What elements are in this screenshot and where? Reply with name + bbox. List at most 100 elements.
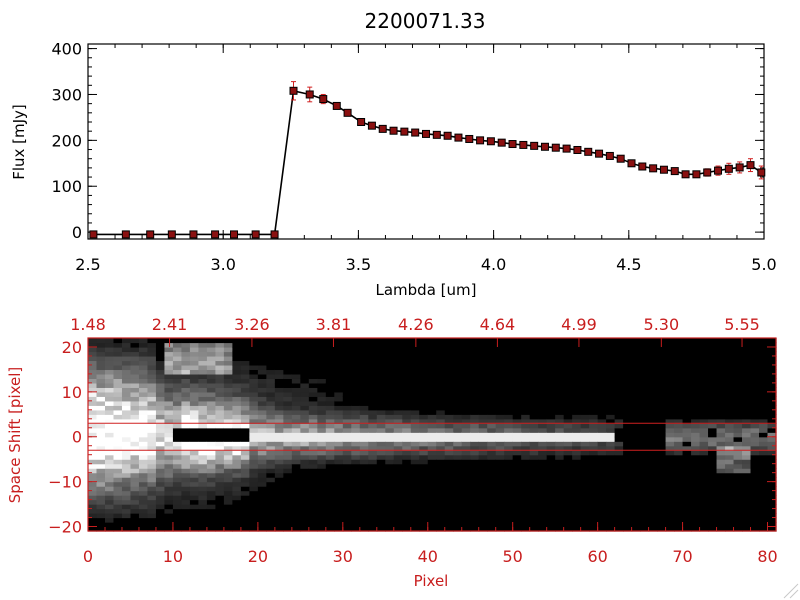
heatmap-cell: [682, 504, 692, 510]
heatmap-cell: [181, 472, 191, 478]
heatmap-cell: [155, 463, 166, 469]
heatmap-cell: [648, 477, 658, 483]
heatmap-cell: [759, 427, 769, 433]
heatmap-cell: [104, 387, 115, 393]
heatmap-cell: [266, 508, 276, 514]
heatmap-cell: [759, 486, 769, 492]
heatmap-cell: [699, 517, 709, 523]
heatmap-cell: [206, 387, 217, 393]
heatmap-cell: [113, 427, 123, 433]
heatmap-cell: [300, 490, 310, 496]
heatmap-cell: [487, 414, 497, 420]
heatmap-cell: [172, 504, 183, 510]
heatmap-cell: [291, 517, 301, 523]
heatmap-cell: [172, 409, 183, 415]
heatmap-cell: [631, 396, 641, 402]
heatmap-cell: [589, 432, 599, 438]
heatmap-cell: [657, 495, 667, 501]
heatmap-cell: [538, 450, 548, 456]
data-point: [211, 230, 220, 239]
heatmap-cell: [368, 517, 378, 523]
heatmap-cell: [385, 387, 395, 393]
heatmap-cell: [631, 355, 641, 362]
heatmap-cell: [359, 472, 369, 478]
heatmap-cell: [130, 445, 140, 451]
heatmap-cell: [631, 414, 641, 420]
heatmap-cell: [538, 346, 548, 353]
heatmap-cell: [121, 364, 132, 371]
heatmap-cell: [470, 400, 480, 406]
heatmap-cell: [325, 445, 335, 451]
heatmap-cell: [657, 396, 667, 402]
resize-grip-icon[interactable]: [783, 583, 799, 599]
heatmap-cell: [274, 396, 284, 402]
heatmap-cell: [427, 387, 437, 393]
heatmap-cell: [172, 441, 183, 447]
heatmap-cell: [274, 477, 284, 483]
heatmap-cell: [733, 387, 743, 393]
heatmap-cell: [342, 391, 352, 397]
spectrum-y-axis-label: Flux [mJy]: [10, 104, 28, 180]
spectrum-x-tick-label: 2.5: [75, 255, 100, 274]
heatmap-cell: [351, 445, 361, 451]
heatmap-cell: [317, 472, 327, 478]
heatmap-cell: [147, 441, 157, 447]
heatmap-cell: [240, 472, 250, 478]
heatmap-cell: [266, 486, 276, 492]
heatmap-cell: [631, 423, 641, 429]
heatmap-cell: [325, 517, 335, 523]
heatmap-cell: [767, 405, 777, 411]
heatmap-cell: [742, 504, 752, 510]
heatmap-cell: [283, 468, 293, 474]
heatmap-cell: [189, 441, 200, 447]
heatmap-cell: [283, 490, 293, 496]
heatmap-cell: [342, 495, 352, 501]
heatmap-cell: [606, 495, 616, 501]
heatmap-cell: [232, 427, 242, 433]
heatmap-cell: [376, 508, 386, 514]
heatmap-cell: [189, 477, 200, 483]
heatmap-cell: [512, 499, 522, 505]
heatmap-cell: [215, 369, 225, 375]
heatmap-cell: [189, 495, 200, 501]
heatmap-cell: [240, 499, 250, 505]
heatmap-cell: [308, 477, 318, 483]
heatmap-cell: [487, 481, 497, 487]
heatmap-cell: [589, 396, 599, 402]
heatmap-cell: [504, 338, 514, 344]
heatmap-cell: [470, 414, 480, 420]
heatmap-cell: [291, 346, 301, 353]
heatmap-cell: [274, 373, 284, 379]
heatmap-cell: [725, 418, 735, 424]
heatmap-cell: [410, 382, 420, 388]
heatmap-cell: [138, 409, 149, 415]
heatmap-cell: [257, 481, 267, 487]
heatmap-cell: [155, 481, 166, 487]
heatmap-cell: [172, 481, 183, 487]
heatmap-cell: [725, 504, 735, 510]
heatmap-cell: [181, 346, 191, 353]
heatmap-cell: [444, 378, 454, 384]
heatmap-cell: [198, 468, 208, 474]
heatmap-cell: [402, 360, 412, 366]
heatmap-cell: [572, 495, 582, 501]
heatmap-cell: [759, 472, 769, 478]
heatmap-cell: [648, 486, 658, 492]
heatmap-cell: [283, 369, 293, 375]
heatmap-cell: [130, 342, 140, 348]
heatmap-cell: [181, 378, 191, 384]
heatmap-cell: [436, 468, 446, 474]
data-point: [573, 145, 582, 154]
heatmap-cell: [172, 468, 183, 474]
heatmap-cell: [674, 441, 684, 447]
heatmap-cell: [206, 526, 217, 532]
heatmap-cell: [342, 338, 352, 344]
heatmap-cell: [546, 387, 556, 393]
heatmap-cell: [708, 436, 718, 442]
heatmap-cell: [266, 522, 276, 528]
heatmap-cell: [198, 481, 208, 487]
heatmap-cell: [402, 400, 412, 406]
heatmap-cell: [215, 391, 225, 397]
heatmap-cell: [589, 513, 599, 519]
heatmap-cell: [385, 463, 395, 469]
